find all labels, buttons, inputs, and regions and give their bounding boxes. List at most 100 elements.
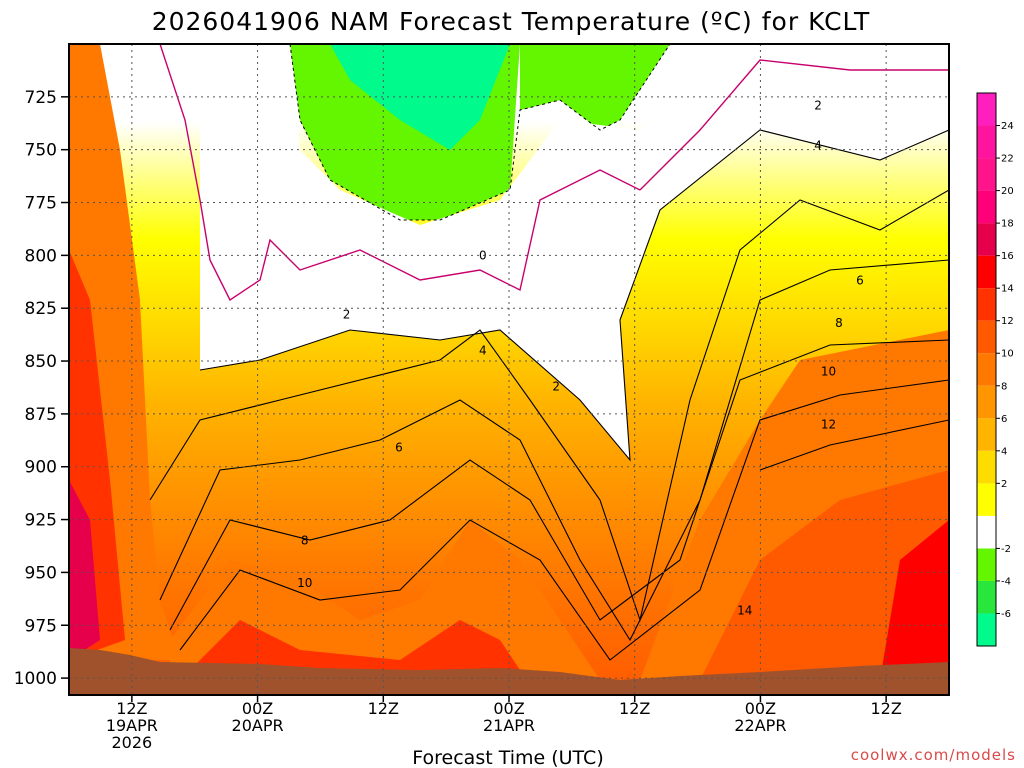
hot-band-right — [700, 470, 949, 680]
colorbar-segment — [977, 158, 996, 191]
contour-label: 0 — [479, 248, 487, 262]
colorbar-segment — [977, 93, 996, 126]
contour-label: 2 — [814, 98, 822, 112]
y-tick-label: 825 — [25, 299, 57, 319]
contour-line-8 — [169, 339, 949, 631]
hottest-band-right — [880, 520, 949, 680]
colorbar-segment — [977, 223, 996, 256]
colorbar-segment — [977, 125, 996, 159]
zero-dashed-line — [289, 44, 671, 221]
colorbar-label: 2 — [1001, 479, 1007, 490]
y-axis: 725 750 775 800 825 850 875 900 925 950 975 1000 — [14, 88, 69, 689]
colorbar-label: 4 — [1001, 446, 1007, 457]
contour-lines — [149, 129, 949, 661]
subzero-region-right — [520, 44, 670, 130]
coldest-core — [330, 44, 510, 150]
x-tick-label: 21APR — [483, 716, 535, 735]
x-tick-label: 20APR — [232, 716, 284, 735]
y-tick-label: 875 — [25, 405, 57, 425]
colorbar-frame — [976, 92, 997, 647]
contour-label: 6 — [856, 274, 864, 288]
colorbar-segment — [977, 255, 996, 289]
y-tick-label: 725 — [25, 88, 57, 108]
x-tick-label: 00Z — [493, 699, 524, 718]
colorbar-label: -2 — [1001, 544, 1011, 555]
contour-label: 4 — [814, 138, 822, 152]
contour-line-10 — [179, 379, 949, 661]
x-tick-label: 12Z — [619, 699, 650, 718]
colorbar-segment — [977, 288, 996, 321]
y-tick-label: 800 — [25, 246, 57, 266]
colorbar-segment — [977, 450, 996, 484]
y-tick-label: 950 — [25, 563, 57, 583]
colorbar-label: 8 — [1001, 381, 1007, 392]
colorbar-segment — [977, 385, 996, 419]
x-tick-label: 12Z — [368, 699, 399, 718]
contour-line-12 — [759, 419, 949, 471]
colorbar-segment — [977, 190, 996, 224]
contour-label: 2 — [343, 308, 351, 322]
colorbar-label: 24 — [1001, 121, 1014, 132]
freezing-line-west — [159, 44, 641, 302]
contour-label: 10 — [821, 365, 836, 379]
x-tick-label: 00Z — [745, 699, 776, 718]
x-tick-label: 2026 — [111, 733, 152, 752]
y-tick-label: 975 — [25, 616, 57, 636]
hottest-band-left — [69, 480, 100, 660]
freezing-line-east — [639, 59, 949, 191]
colorbar-label: 12 — [1001, 316, 1014, 327]
zero-dashed-contour — [289, 44, 671, 221]
colorbar-segment — [977, 515, 996, 549]
y-tick-label: 900 — [25, 458, 57, 478]
x-axis-label: Forecast Time (UTC) — [412, 747, 603, 768]
gridlines — [69, 44, 949, 695]
colorbar-segment — [977, 483, 996, 516]
terrain — [69, 648, 949, 695]
temperature-field: 0 2 2 2 4 4 6 6 8 8 10 10 12 14 — [69, 44, 949, 695]
contour-label: 14 — [737, 603, 752, 617]
contour-line-4 — [149, 189, 949, 623]
colorbar-segment — [977, 353, 996, 386]
colorbar-label: 16 — [1001, 251, 1014, 262]
x-tick-label: 12Z — [116, 699, 147, 718]
contour-label: 8 — [835, 316, 843, 330]
y-tick-label: 850 — [25, 352, 57, 372]
colorbar-label: 18 — [1001, 219, 1014, 230]
contour-label: 12 — [821, 417, 836, 431]
hot-band-mid — [190, 620, 520, 670]
contour-label: 2 — [552, 379, 560, 393]
contour-line-2 — [199, 129, 949, 462]
mid-white-layer — [200, 44, 949, 460]
y-tick-label: 750 — [25, 141, 57, 161]
colorbar-segment — [977, 613, 996, 646]
contour-label: 10 — [297, 576, 312, 590]
colorbar-label: 6 — [1001, 414, 1007, 425]
contour-label: 8 — [301, 534, 309, 548]
colorbar-label: 22 — [1001, 154, 1014, 165]
x-tick-label: 00Z — [242, 699, 273, 718]
x-tick-label: 22APR — [734, 716, 786, 735]
colorbar-segment — [977, 418, 996, 451]
chart-title: 2026041906 NAM Forecast Temperature (ºC)… — [152, 7, 871, 36]
y-tick-label: 925 — [25, 511, 57, 531]
freezing-contour — [159, 44, 949, 302]
x-tick-label: 19APR — [106, 716, 158, 735]
colorbar-label: -4 — [1001, 576, 1011, 587]
contour-line-6 — [159, 259, 949, 642]
contour-label: 6 — [395, 441, 403, 455]
credit-text: coolwx.com/models — [851, 746, 1016, 764]
colorbar-label: -6 — [1001, 609, 1011, 620]
colorbar-label: 14 — [1001, 284, 1014, 295]
y-tick-label: 775 — [25, 194, 57, 214]
y-tick-label: 1000 — [14, 669, 57, 689]
colorbar-label: 20 — [1001, 186, 1014, 197]
contour-labels: 0 2 2 2 4 4 6 6 8 8 10 10 12 14 — [297, 98, 864, 617]
colorbar-segment — [977, 548, 996, 581]
colorbar-label: 10 — [1001, 349, 1014, 360]
x-tick-label: 12Z — [870, 699, 901, 718]
contour-label: 4 — [479, 343, 487, 357]
colorbar-segment — [977, 580, 996, 614]
